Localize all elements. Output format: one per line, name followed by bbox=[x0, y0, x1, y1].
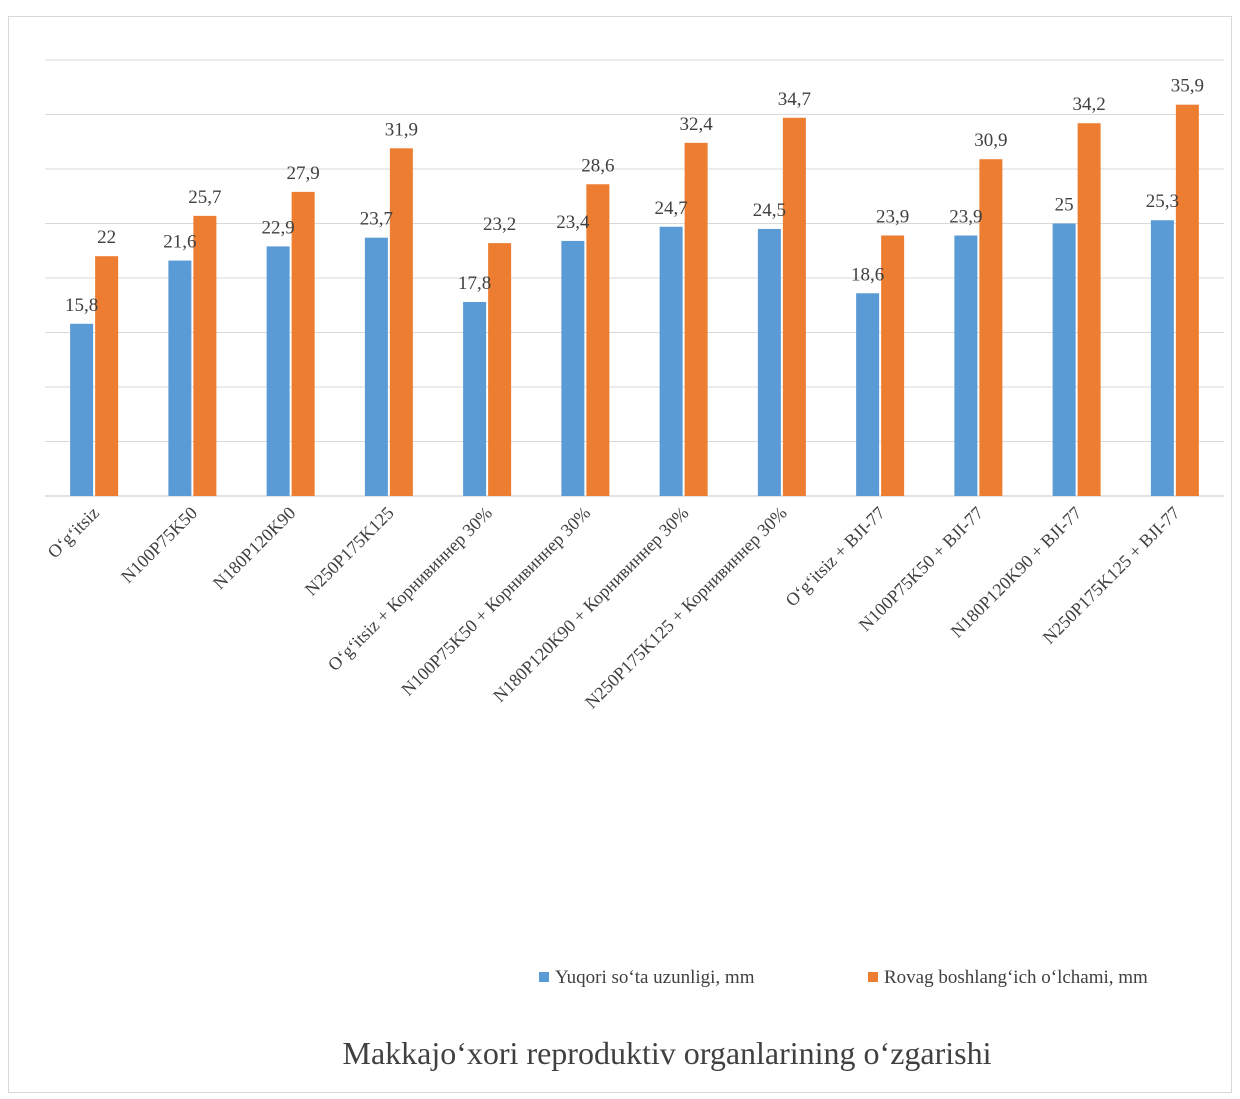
data-label-series-2: 31,9 bbox=[385, 119, 418, 140]
data-label-series-1: 25 bbox=[1055, 195, 1074, 216]
bar-series-1 bbox=[1052, 223, 1076, 496]
data-label-series-1: 21,6 bbox=[163, 232, 196, 253]
chart-title: Makkajo‘xori reproduktiv organlarining o… bbox=[342, 1035, 991, 1071]
bar-series-2 bbox=[782, 117, 806, 497]
data-label-series-1: 24,7 bbox=[655, 198, 688, 219]
bar-series-2 bbox=[389, 148, 413, 497]
chart-frame: 15,8 22 21,6 25,7 22,9 27,9 23,7 31,9 17,8 23,2 23… bbox=[8, 16, 1232, 1093]
data-label-series-1: 23,4 bbox=[556, 212, 590, 233]
x-tick-label: N180P120K90 + Корнивиннер 30% bbox=[489, 503, 692, 706]
data-label-series-1: 23,7 bbox=[360, 209, 393, 230]
data-label-series-2: 23,2 bbox=[483, 214, 516, 235]
bar-series-1 bbox=[463, 301, 487, 496]
data-label-series-2: 28,6 bbox=[581, 155, 614, 176]
data-label-series-1: 24,5 bbox=[753, 200, 786, 221]
bar-chart: 15,8 22 21,6 25,7 22,9 27,9 23,7 31,9 17,8 23,2 23… bbox=[44, 59, 1224, 1071]
bar-series-2 bbox=[1175, 104, 1199, 496]
x-tick-label: N250P175K125 bbox=[301, 503, 398, 600]
x-axis-tick-labels: O‘g‘itsiz N100P75K50 N180P120K90 N250P175K1… bbox=[44, 503, 1184, 713]
bar-series-1 bbox=[757, 228, 781, 496]
bar-series-1 bbox=[1150, 220, 1174, 497]
data-label-series-2: 23,9 bbox=[876, 206, 909, 227]
gridlines bbox=[45, 59, 1224, 497]
data-label-series-2: 22 bbox=[97, 227, 116, 248]
bar-series-2 bbox=[291, 191, 315, 496]
data-label-series-1: 15,8 bbox=[65, 295, 98, 316]
data-label-series-1: 17,8 bbox=[458, 273, 491, 294]
bar-series-2 bbox=[684, 142, 708, 496]
x-tick-label: O‘g‘itsiz + Корнивиннер 30% bbox=[324, 503, 496, 675]
legend-swatch-series-1 bbox=[539, 972, 549, 982]
bar-series-1 bbox=[856, 293, 880, 496]
data-label-series-2: 32,4 bbox=[680, 114, 714, 135]
bar-series-1 bbox=[70, 323, 94, 496]
data-label-series-1: 18,6 bbox=[851, 264, 884, 285]
x-tick-label: O‘g‘itsiz bbox=[44, 503, 103, 562]
legend-swatch-series-2 bbox=[868, 972, 878, 982]
data-label-series-1: 23,9 bbox=[949, 206, 982, 227]
bar-series-2 bbox=[95, 256, 119, 496]
x-tick-label: N180P120K90 bbox=[209, 503, 300, 594]
data-label-series-1: 25,3 bbox=[1146, 191, 1179, 212]
legend: Yuqori so‘ta uzunligi, mm Rovag boshlang… bbox=[539, 967, 1148, 988]
bar-series-2 bbox=[979, 159, 1003, 496]
data-label-series-2: 34,7 bbox=[778, 89, 811, 110]
bar-series-1 bbox=[266, 246, 290, 496]
bar-series-1 bbox=[168, 260, 192, 496]
bars bbox=[70, 104, 1199, 497]
bar-series-2 bbox=[193, 215, 217, 496]
data-label-series-2: 34,2 bbox=[1073, 94, 1106, 115]
bar-series-2 bbox=[586, 184, 610, 496]
bar-series-2 bbox=[881, 235, 905, 497]
data-label-series-1: 22,9 bbox=[262, 217, 295, 238]
data-label-series-2: 30,9 bbox=[974, 130, 1007, 151]
bar-series-1 bbox=[954, 235, 978, 497]
legend-label-series-1: Yuqori so‘ta uzunligi, mm bbox=[555, 967, 755, 988]
x-tick-label: N100P75K50 + Корнивиннер 30% bbox=[397, 503, 594, 700]
data-labels: 15,8 22 21,6 25,7 22,9 27,9 23,7 31,9 17,8 23,2 23… bbox=[65, 76, 1204, 316]
bar-series-2 bbox=[488, 243, 512, 496]
bar-series-2 bbox=[1077, 123, 1101, 496]
data-label-series-2: 35,9 bbox=[1171, 76, 1204, 97]
bar-series-1 bbox=[364, 237, 388, 497]
data-label-series-2: 27,9 bbox=[287, 163, 320, 184]
x-tick-label: N250P175K125 + Корнивиннер 30% bbox=[581, 503, 791, 713]
x-tick-label: N100P75K50 bbox=[117, 503, 201, 587]
legend-label-series-2: Rovag boshlang‘ich o‘lchami, mm bbox=[884, 967, 1148, 988]
bar-series-1 bbox=[561, 240, 585, 496]
data-label-series-2: 25,7 bbox=[188, 187, 221, 208]
x-tick-label: O‘g‘itsiz + BJI-77 bbox=[781, 503, 889, 611]
bar-series-1 bbox=[659, 226, 683, 496]
